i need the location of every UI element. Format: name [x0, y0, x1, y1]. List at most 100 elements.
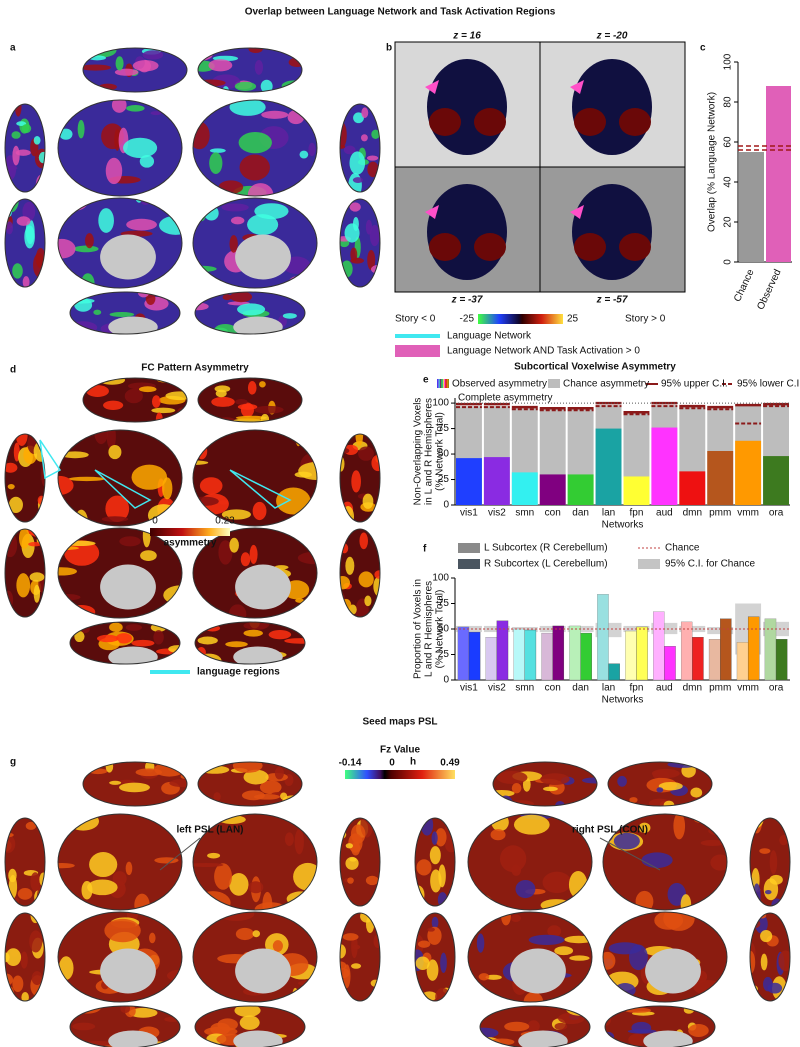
brain-patch [228, 604, 247, 618]
language-region-outline [229, 469, 292, 509]
brain-outline [82, 377, 188, 423]
figure-title: Overlap between Language Network and Tas… [245, 7, 556, 18]
colorbar-tick: -0.14 [339, 758, 362, 769]
brain-view [340, 199, 380, 287]
slice-label: z = -57 [596, 295, 628, 306]
brain-patch [166, 969, 182, 982]
brain-patch [554, 1022, 568, 1031]
brain-patch [373, 934, 380, 948]
brain-patch [349, 151, 366, 175]
brain-patch [162, 477, 173, 500]
brain-patch [690, 787, 703, 798]
brain-patch [364, 595, 372, 607]
brain-patch [345, 843, 353, 849]
brain-patch [259, 780, 282, 795]
y-axis-label: in L and R Hemispheres [424, 398, 435, 505]
brain-patch [229, 235, 238, 253]
chart-title: Subcortical Voxelwise Asymmetry [514, 362, 676, 373]
language-region-outline [39, 439, 62, 480]
y-tick-label: 100 [723, 53, 734, 70]
brain-patch [345, 856, 359, 870]
brain-patch [299, 150, 309, 159]
panel-letter: b [386, 43, 392, 54]
legend-label: language regions [197, 667, 280, 678]
brain-patch [680, 894, 692, 910]
brain-patch [108, 444, 122, 460]
brain-patch [5, 832, 14, 838]
bar [736, 642, 749, 681]
brain-patch [361, 107, 369, 119]
brain-patch [476, 933, 485, 953]
brain-patch [29, 529, 44, 537]
brain-patch [420, 818, 434, 836]
brain-view [5, 913, 45, 1001]
bar [747, 616, 760, 681]
panel-letter: f [423, 544, 427, 555]
brain-outline [604, 1005, 716, 1047]
brain-outline [57, 911, 183, 1003]
brain-patch [195, 891, 231, 910]
y-axis-label: Proportion of Voxels in [413, 579, 424, 679]
brain-outline [57, 527, 183, 619]
brain-outline [69, 1005, 181, 1047]
brain-outline [339, 433, 381, 523]
brain-patch [155, 412, 163, 422]
brain-view [340, 434, 380, 522]
brain-patch [234, 81, 257, 91]
brain-patch [445, 838, 455, 853]
x-tick-label: lan [602, 508, 615, 519]
panel-title: FC Pattern Asymmetry [141, 363, 249, 374]
brain-patch [151, 395, 161, 408]
brain-patch [496, 770, 528, 784]
brain-view [195, 1006, 305, 1047]
bar [595, 428, 622, 505]
brain-view [58, 912, 182, 1002]
brain-patch [87, 879, 118, 896]
brain-patch [125, 624, 142, 631]
brain-patch [120, 1006, 131, 1014]
x-tick-label: con [545, 508, 561, 519]
brain-patch [225, 641, 248, 648]
arrow [425, 205, 439, 219]
brain-patch [73, 245, 99, 253]
brain-outline [4, 198, 46, 288]
brain-patch [165, 391, 187, 401]
brain-patch [61, 451, 89, 459]
brain-view [415, 818, 455, 906]
brain-patch [125, 861, 133, 876]
x-tick-label: vis1 [460, 508, 478, 519]
legend-swatch [458, 559, 480, 569]
brain-view [5, 818, 45, 906]
brain-patch [5, 199, 19, 213]
brain-patch [280, 282, 311, 288]
brain-patch [446, 992, 455, 1001]
y-axis-label: (% Network Total) [435, 412, 446, 491]
brain-view [58, 430, 182, 526]
brain-patch [340, 543, 344, 549]
brain-patch [426, 959, 439, 981]
brain-outline [57, 197, 183, 289]
x-axis-label: Networks [602, 695, 644, 706]
brain-patch [239, 1015, 260, 1030]
bar [608, 663, 620, 681]
brain-patch [30, 872, 41, 892]
brain-patch [528, 934, 565, 946]
brain-patch [238, 131, 272, 154]
colorbar-tick: 0 [389, 758, 395, 769]
brain-patch [342, 933, 359, 941]
brain-patch [237, 303, 266, 316]
brain-patch [109, 780, 122, 785]
brain-patch [140, 550, 157, 562]
slice-activation [474, 108, 506, 136]
brain-patch [365, 875, 379, 886]
colorbar [478, 314, 563, 324]
brain-outline [192, 429, 318, 527]
brain-patch [558, 1012, 585, 1025]
brain-patch [132, 60, 159, 72]
brain-patch [431, 831, 438, 845]
x-tick-label: vis2 [488, 683, 506, 694]
brain-patch [760, 953, 768, 971]
brain-patch [348, 173, 362, 192]
brain-outline [192, 813, 318, 911]
brain-view [193, 100, 317, 196]
